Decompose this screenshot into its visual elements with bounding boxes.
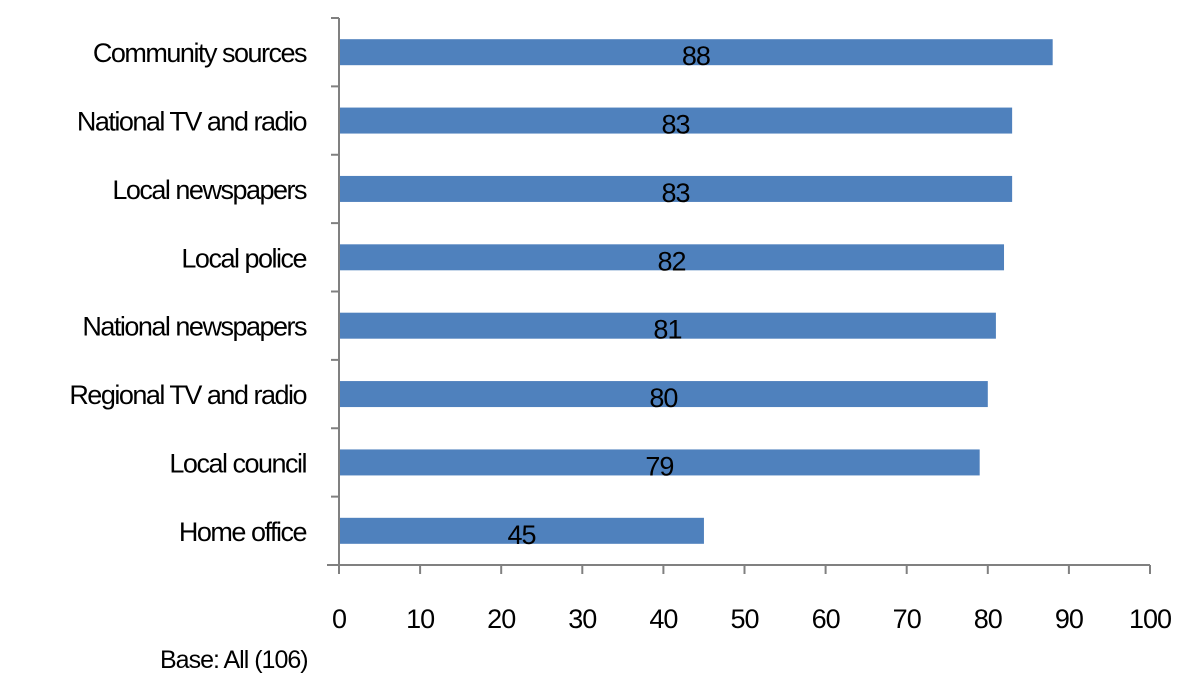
bar: [339, 517, 704, 544]
category-label: Local newspapers: [112, 175, 307, 205]
axes: [327, 17, 1150, 566]
data-label: 81: [653, 315, 681, 345]
x-tick-label: 90: [1055, 604, 1083, 634]
x-axis-ticks: 0 10 20 30 40 50 60 70 80 90 100: [332, 565, 1172, 634]
x-tick-label: 60: [812, 604, 840, 634]
category-label: National TV and radio: [77, 107, 307, 137]
bar: [339, 449, 980, 476]
data-label: 83: [662, 178, 690, 208]
x-tick-label: 40: [649, 604, 677, 634]
base-footnote: Base: All (106): [160, 646, 309, 674]
bars-group: [339, 39, 1053, 544]
data-label: 88: [682, 41, 710, 71]
x-tick-label: 70: [893, 604, 921, 634]
x-tick-label: 10: [406, 604, 434, 634]
category-label: Community sources: [93, 38, 307, 68]
bar: [339, 175, 1013, 202]
x-tick-label: 30: [568, 604, 596, 634]
data-label: 79: [645, 451, 673, 481]
data-label: 80: [649, 383, 677, 413]
data-label: 82: [657, 246, 685, 276]
category-label: Local police: [181, 243, 306, 273]
x-tick-label: 80: [974, 604, 1002, 634]
category-label: Local council: [169, 448, 306, 478]
bar: [339, 312, 996, 339]
data-label: 83: [662, 110, 690, 140]
x-tick-label: 0: [332, 604, 346, 634]
data-label: 45: [507, 520, 535, 550]
data-labels: 88 83 83 82 81 80 79 45: [507, 41, 710, 550]
x-tick-label: 50: [730, 604, 758, 634]
bar: [339, 39, 1053, 66]
bar: [339, 244, 1005, 271]
category-label: Home office: [179, 517, 307, 547]
bar: [339, 107, 1013, 134]
x-tick-label: 100: [1129, 604, 1171, 634]
category-labels: Community sources National TV and radio Lo…: [69, 38, 308, 547]
x-tick-label: 20: [487, 604, 515, 634]
category-label: National newspapers: [82, 312, 307, 342]
category-label: Regional TV and radio: [69, 380, 306, 410]
bar: [339, 381, 988, 408]
